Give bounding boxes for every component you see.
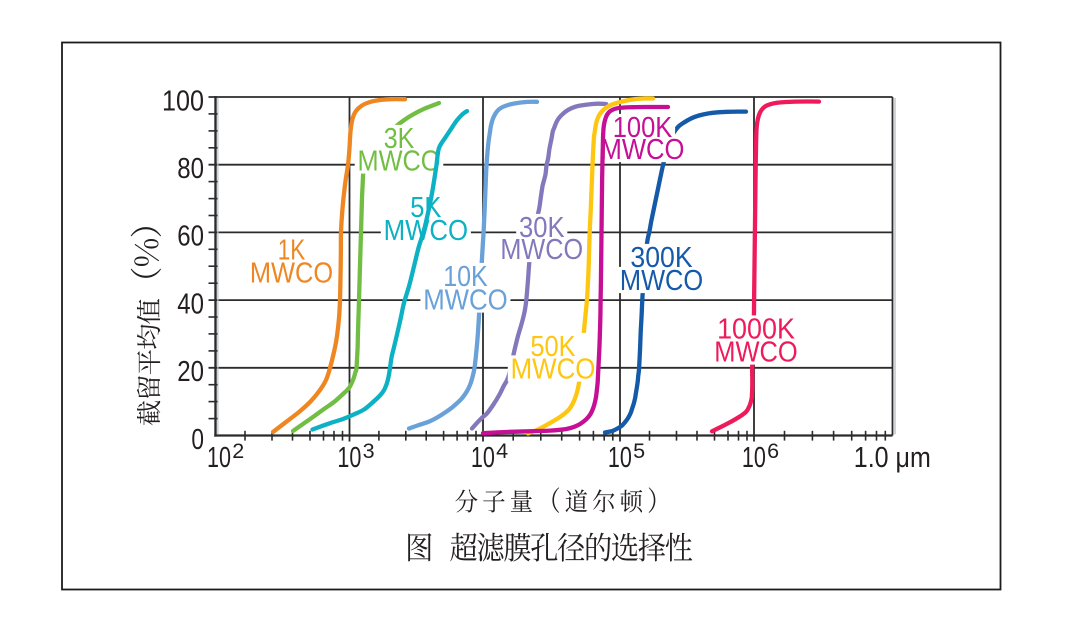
svg-text:MWCO: MWCO	[601, 134, 685, 166]
svg-text:3K: 3K	[384, 123, 415, 155]
svg-text:100: 100	[162, 85, 204, 117]
svg-text:3: 3	[363, 439, 375, 463]
svg-text:10K: 10K	[443, 261, 488, 293]
svg-text:10: 10	[471, 442, 495, 474]
svg-text:10: 10	[337, 442, 361, 474]
svg-text:0: 0	[191, 424, 204, 456]
svg-text:30K: 30K	[519, 212, 565, 244]
svg-text:10: 10	[608, 442, 632, 474]
svg-text:MWCO: MWCO	[358, 145, 441, 177]
svg-text:20: 20	[177, 356, 204, 388]
svg-text:1000K: 1000K	[717, 313, 795, 345]
svg-text:2: 2	[232, 439, 244, 463]
svg-text:MWCO: MWCO	[250, 257, 333, 289]
svg-text:10: 10	[742, 442, 766, 474]
svg-text:MWCO: MWCO	[511, 353, 596, 385]
svg-text:50K: 50K	[530, 331, 575, 363]
svg-text:MWCO: MWCO	[714, 336, 797, 368]
svg-text:1K: 1K	[278, 234, 306, 266]
svg-text:6: 6	[767, 439, 779, 463]
svg-text:80: 80	[177, 153, 204, 185]
svg-text:300K: 300K	[630, 242, 692, 274]
svg-text:60: 60	[177, 221, 204, 253]
svg-text:10: 10	[207, 442, 231, 474]
svg-text:100K: 100K	[613, 112, 673, 144]
svg-text:5: 5	[633, 439, 645, 463]
svg-text:MWCO: MWCO	[620, 265, 703, 297]
svg-text:MWCO: MWCO	[500, 234, 583, 266]
svg-text:40: 40	[177, 288, 204, 320]
svg-text:MWCO: MWCO	[423, 284, 508, 316]
svg-text:4: 4	[496, 439, 508, 463]
svg-text:1.0 μm: 1.0 μm	[854, 442, 931, 474]
